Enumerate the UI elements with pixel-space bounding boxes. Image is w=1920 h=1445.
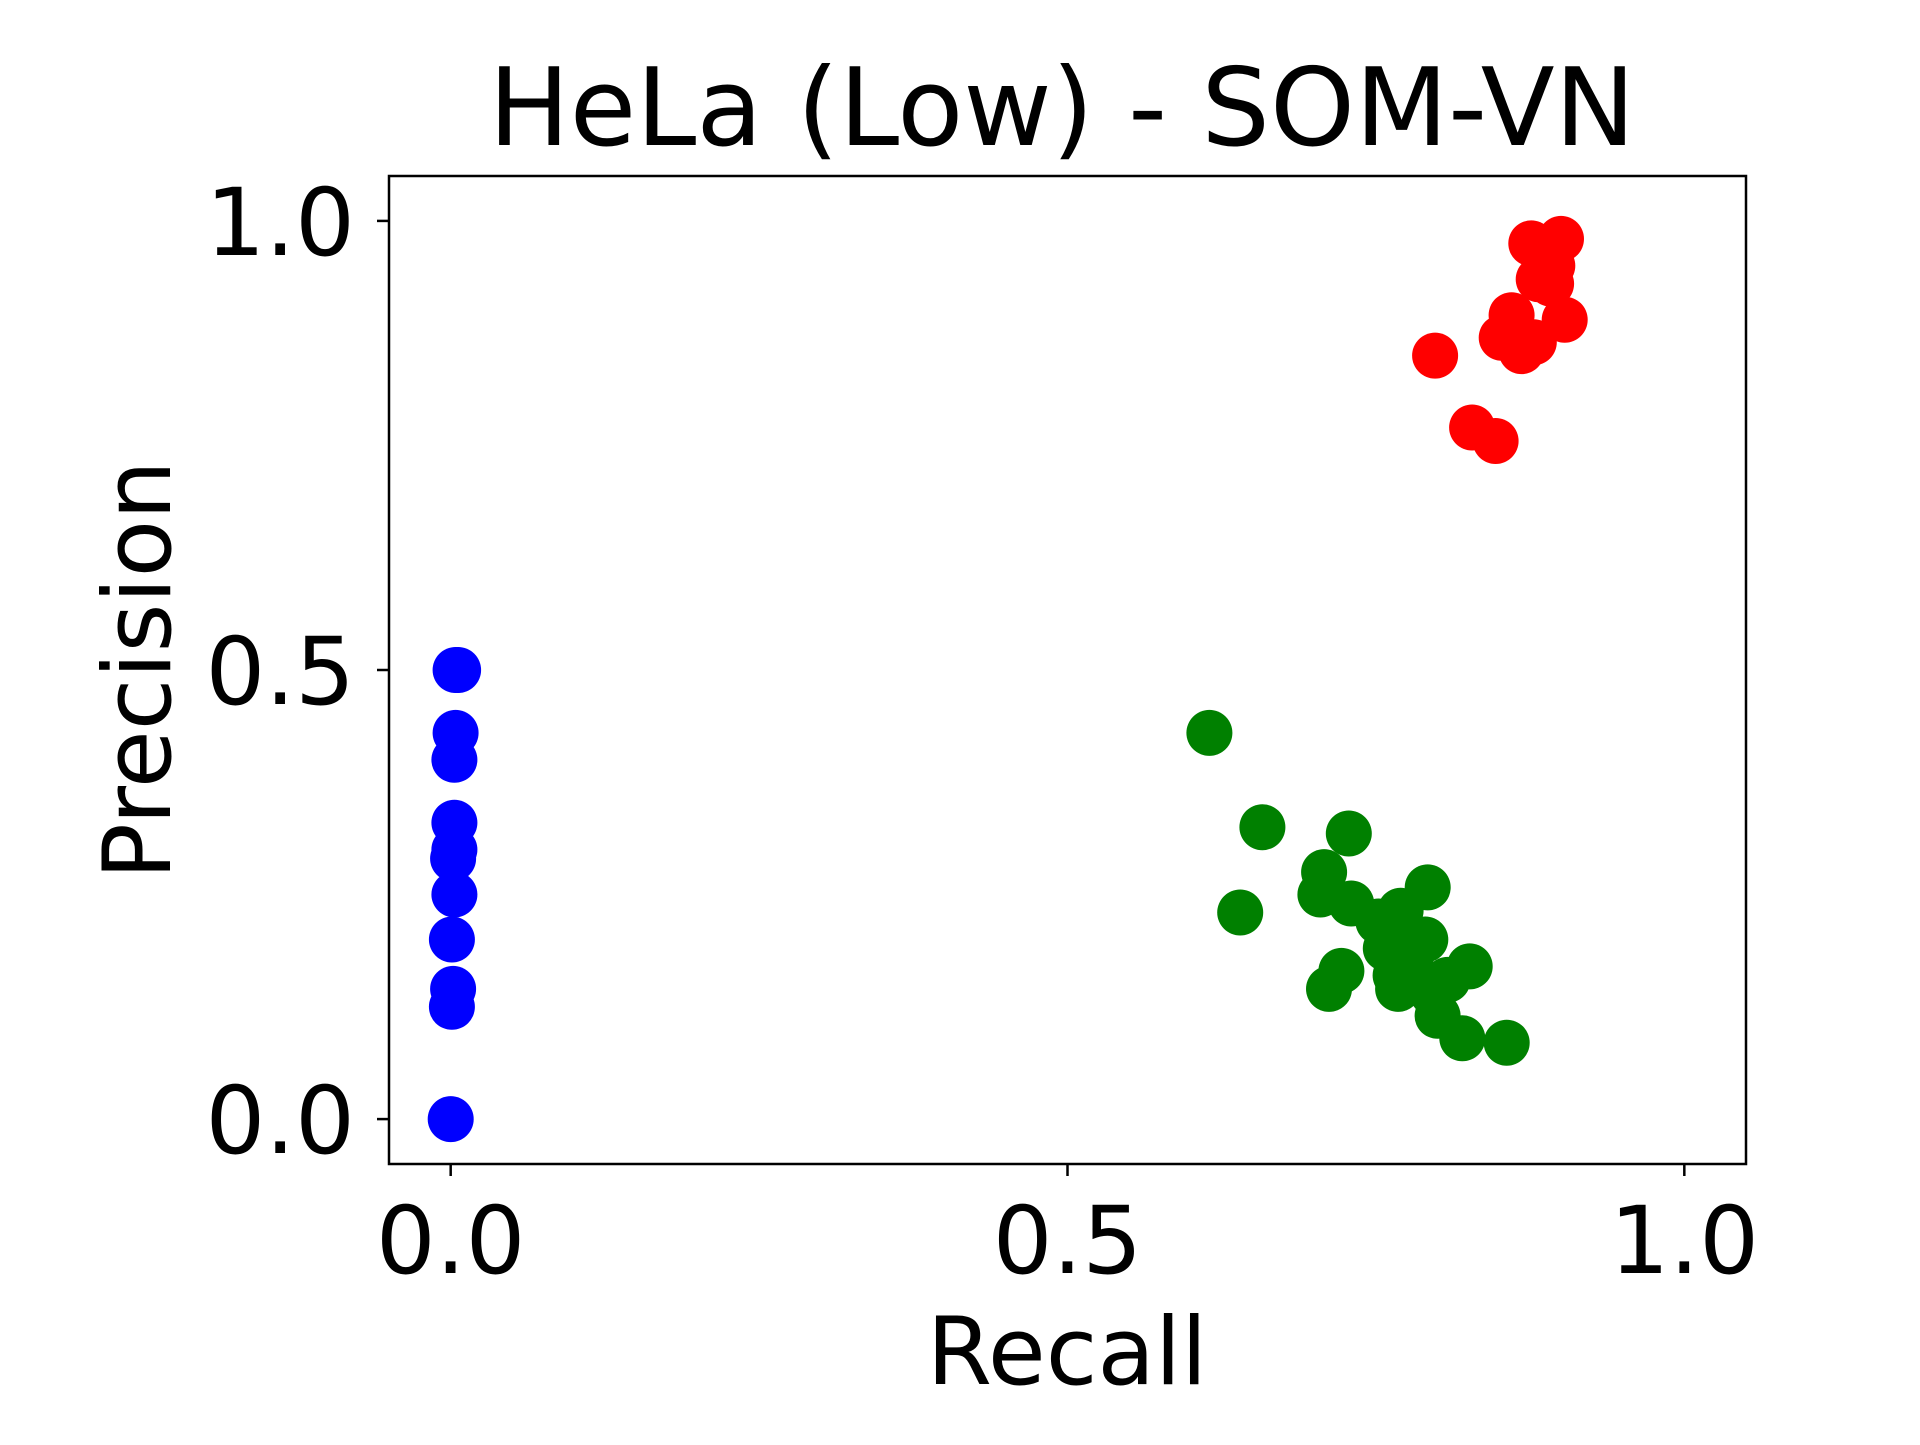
data-point-series-1-9 [1498,328,1545,375]
data-point-series-1-4 [1528,260,1575,307]
data-point-series-0-7 [431,871,478,918]
data-point-series-0-6 [430,835,477,882]
y-tick-label: 1.0 [206,169,356,278]
data-point-series-0-10 [428,983,475,1030]
data-point-series-2-1 [1239,804,1286,851]
data-point-series-2-22 [1483,1019,1530,1066]
y-tick-label: 0.0 [206,1067,356,1176]
y-axis-ticks: 0.0 0.5 1.0 [206,169,389,1176]
data-point-series-0-11 [427,1096,474,1143]
x-tick-label: 0.0 [376,1187,526,1296]
data-point-series-1-12 [1472,418,1519,464]
data-point-series-1-10 [1412,332,1459,379]
data-point-series-2-2 [1325,810,1372,857]
x-tick-label: 0.5 [993,1187,1143,1296]
y-tick-label: 0.5 [206,618,356,727]
chart-title: HeLa (Low) - SOM-VN [489,46,1636,171]
data-point-series-0-3 [431,736,478,783]
points-layer [427,215,1588,1143]
data-point-series-2-17 [1375,965,1422,1012]
x-tick-label: 1.0 [1610,1187,1760,1296]
data-point-series-2-21 [1439,1015,1486,1062]
y-axis-label: Precision [84,460,193,879]
data-point-series-2-18 [1306,965,1352,1012]
x-axis-label: Recall [927,1298,1207,1407]
data-point-series-0-8 [428,916,475,963]
data-point-series-2-0 [1186,709,1233,756]
data-point-series-0-1 [432,647,479,693]
data-point-series-2-7 [1217,889,1264,936]
x-axis-ticks: 0.0 0.5 1.0 [376,1164,1759,1296]
